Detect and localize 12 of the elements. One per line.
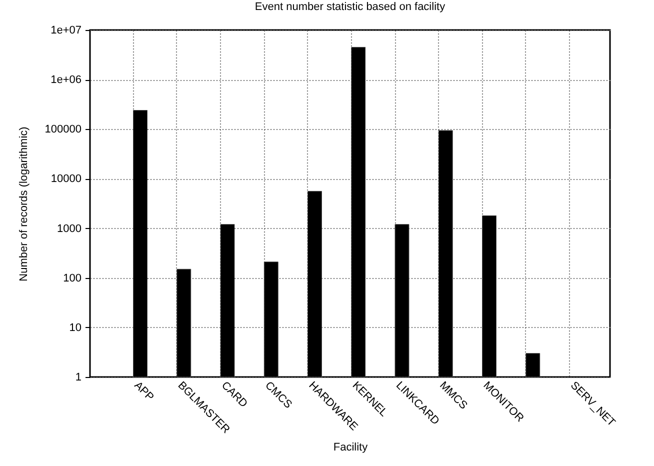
y-tick-label: 100	[63, 272, 82, 284]
y-tick-label: 10	[69, 322, 82, 334]
y-tick-label: 1	[75, 372, 82, 384]
y-axis-title: Number of records (logarithmic)	[18, 126, 30, 282]
y-tick-label: 100000	[44, 124, 82, 136]
y-tick-label: 1e+07	[50, 24, 82, 36]
chart-title: Event number statistic based on facility	[254, 1, 446, 13]
y-tick-label: 10000	[50, 173, 82, 186]
y-tick-label: 1000	[57, 222, 82, 235]
x-tick-label: APP	[132, 380, 156, 404]
x-axis-title: Facility	[333, 441, 368, 454]
y-tick-label: 1e+06	[50, 74, 82, 86]
